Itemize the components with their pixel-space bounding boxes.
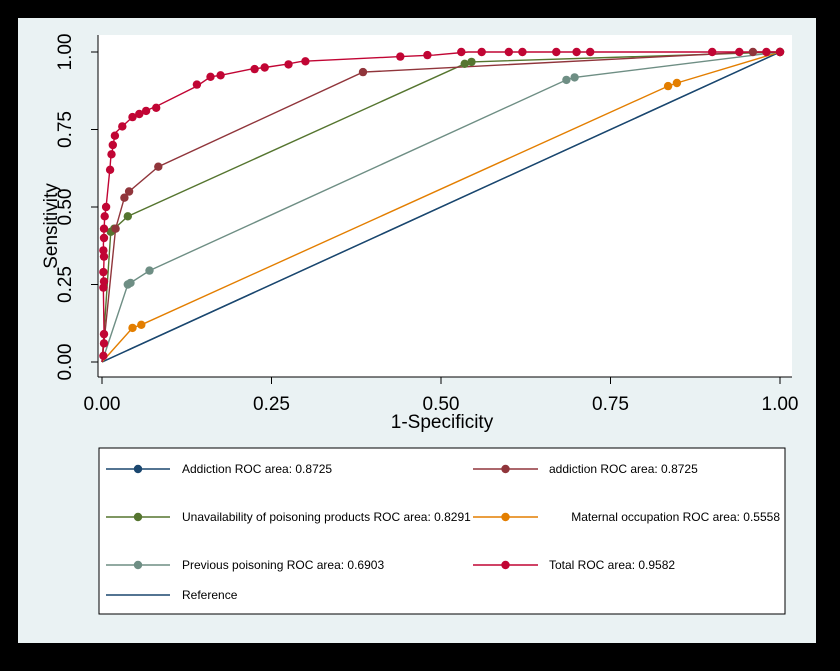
plot-area <box>98 35 792 377</box>
data-point <box>123 212 132 221</box>
data-point <box>735 47 744 57</box>
data-point <box>99 252 109 261</box>
data-point <box>99 339 109 348</box>
data-point <box>128 112 137 122</box>
data-point <box>111 224 120 233</box>
x-tick-label: 0.25 <box>253 394 290 415</box>
data-point <box>126 278 135 288</box>
data-point <box>107 150 116 159</box>
legend-key-marker <box>501 560 510 570</box>
data-point <box>460 59 469 68</box>
data-point <box>100 212 109 221</box>
data-point <box>99 267 108 277</box>
y-tick-label: 1.00 <box>55 34 76 71</box>
data-point <box>145 266 154 275</box>
data-point <box>192 80 202 89</box>
data-point <box>216 71 225 80</box>
data-point <box>457 47 466 57</box>
data-point <box>128 323 137 333</box>
data-point <box>284 60 293 69</box>
data-point <box>120 193 129 202</box>
axes: 0.00 0.25 0.50 0.75 1.00 0.00 0.25 0.50 0.75 1.00 <box>55 34 798 415</box>
data-point <box>708 47 717 57</box>
data-point <box>260 63 269 72</box>
legend-key-marker <box>133 560 143 570</box>
data-point <box>477 47 486 57</box>
data-point <box>105 165 115 174</box>
legend-label: Unavailability of poisoning products ROC… <box>182 510 471 524</box>
data-point <box>206 72 215 81</box>
data-point <box>775 47 785 57</box>
data-point <box>748 47 758 57</box>
data-point <box>110 131 120 140</box>
y-tick-label: 0.00 <box>55 344 76 381</box>
data-point <box>99 277 109 286</box>
data-point <box>762 47 771 57</box>
legend-label: addiction ROC area: 0.8725 <box>549 462 698 476</box>
x-tick-label: 0.00 <box>84 394 121 415</box>
x-tick-label: 0.75 <box>592 394 629 415</box>
data-point <box>570 73 579 82</box>
data-point <box>518 47 527 57</box>
y-axis-label: Sensitivity <box>41 183 62 269</box>
x-tick-label: 1.00 <box>762 394 799 415</box>
y-tick-label: 0.50 <box>55 189 76 226</box>
y-tick-label: 0.25 <box>55 266 76 303</box>
legend-box <box>98 447 786 615</box>
data-point <box>135 109 144 119</box>
data-point <box>99 224 109 233</box>
chart-frame: 0.00 0.25 0.50 0.75 1.00 0.00 0.25 0.50 0.75 1.00… <box>18 18 816 643</box>
legend-key-marker <box>133 512 143 522</box>
data-point <box>118 122 127 131</box>
data-point <box>562 75 571 85</box>
legend-label: Addiction ROC area: 0.8725 <box>182 462 332 476</box>
data-point <box>99 283 108 292</box>
series-markers <box>99 47 785 360</box>
data-point <box>99 233 109 243</box>
legend-label: Maternal occupation ROC area: 0.5558 <box>571 510 780 524</box>
data-point <box>423 50 432 60</box>
legend-key-marker <box>501 464 510 474</box>
y-tick-label: 0.75 <box>55 111 76 148</box>
data-point <box>572 47 581 57</box>
legend: Addiction ROC area: 0.8725 addiction ROC … <box>106 462 780 602</box>
data-point <box>99 246 108 255</box>
series-line <box>101 51 781 363</box>
data-point <box>358 67 368 77</box>
data-point <box>108 140 118 150</box>
data-point <box>250 64 259 74</box>
data-point <box>586 47 595 57</box>
legend-key-marker <box>133 464 143 474</box>
data-point <box>552 47 561 57</box>
x-axis-label: 1-Specificity <box>391 412 494 433</box>
data-point <box>99 329 109 339</box>
x-tick-label: 0.50 <box>423 394 460 415</box>
legend-label: Previous poisoning ROC area: 0.6903 <box>182 558 384 572</box>
data-point <box>396 52 405 61</box>
data-point <box>154 162 163 171</box>
data-point <box>672 78 682 88</box>
series-line <box>101 51 781 363</box>
data-point <box>663 81 673 91</box>
legend-label: Total ROC area: 0.9582 <box>549 558 675 572</box>
legend-key-marker <box>501 512 510 522</box>
data-point <box>137 320 146 329</box>
roc-chart: 0.00 0.25 0.50 0.75 1.00 0.00 0.25 0.50 0.75 1.00… <box>41 34 798 615</box>
data-point <box>99 351 108 360</box>
data-point <box>101 202 111 212</box>
data-point <box>152 103 161 113</box>
series-line <box>101 51 780 363</box>
data-point <box>301 57 310 66</box>
data-point <box>504 47 513 57</box>
data-point <box>141 106 151 116</box>
legend-label: Reference <box>182 588 238 602</box>
data-point <box>467 57 476 67</box>
data-point <box>124 187 134 196</box>
